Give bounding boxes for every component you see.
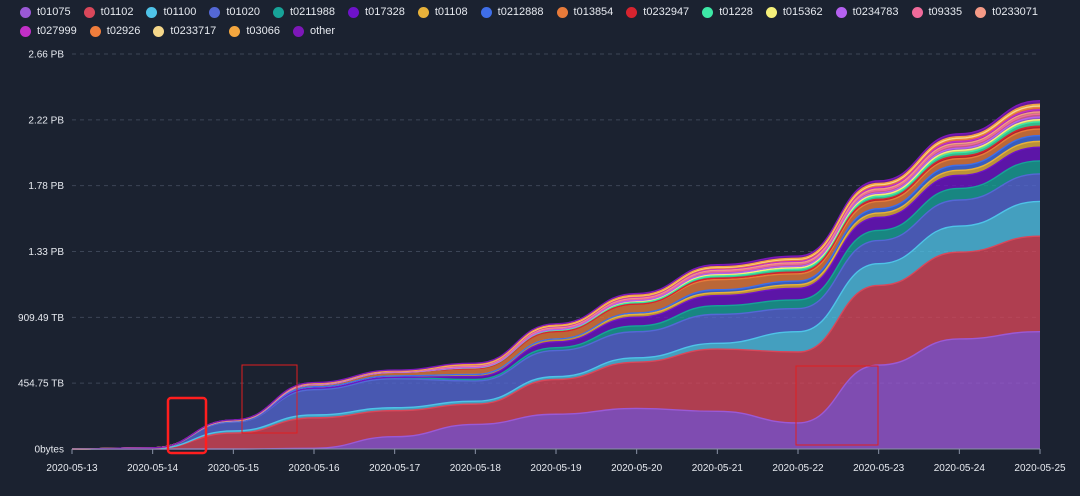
- area-series: [72, 100, 1040, 450]
- legend-label: t0211988: [289, 6, 336, 18]
- legend-item-t0233717[interactable]: t0233717: [153, 23, 216, 39]
- legend-label: t01075: [37, 6, 71, 18]
- legend-item-t0232947[interactable]: t0232947: [626, 4, 689, 20]
- legend-label: t09335: [928, 6, 963, 18]
- y-tick-label: 2.66 PB: [28, 50, 64, 61]
- y-tick-label: 909.49 TB: [18, 313, 64, 324]
- legend-dot-icon: [835, 6, 847, 18]
- chart-legend: t01075 t01102 t01100 t01020 t0211988 t017328 t…: [20, 4, 1070, 39]
- x-tick-label: 2020-05-19: [530, 463, 582, 474]
- legend-dot-icon: [975, 6, 987, 18]
- legend-item-t01075[interactable]: t01075: [20, 4, 71, 20]
- legend-item-t02926[interactable]: t02926: [89, 23, 141, 39]
- y-tick-label: 0bytes: [35, 445, 64, 456]
- legend-label: t02926: [106, 25, 141, 37]
- legend-item-t0211988[interactable]: t0211988: [272, 4, 336, 20]
- x-tick-label: 2020-05-16: [288, 463, 340, 474]
- x-tick-label: 2020-05-13: [46, 463, 98, 474]
- legend-label: t0233071: [992, 6, 1039, 18]
- legend-label: other: [309, 25, 336, 37]
- legend-label: t017328: [365, 6, 405, 18]
- legend-item-t01102[interactable]: t01102: [83, 4, 134, 20]
- line-t01100: [71, 200, 1041, 450]
- legend-dot-icon: [146, 6, 158, 18]
- legend-dot-icon: [626, 6, 638, 18]
- legend-dot-icon: [20, 25, 31, 37]
- legend-dot-icon: [556, 6, 568, 18]
- legend-dot-icon: [83, 6, 95, 18]
- x-tick-label: 2020-05-14: [127, 463, 179, 474]
- legend-dot-icon: [272, 6, 284, 18]
- legend-label: t0233717: [170, 25, 217, 37]
- legend-item-t013854[interactable]: t013854: [556, 4, 614, 20]
- area-t01075: [72, 331, 1040, 449]
- highlight-box-1: [166, 396, 208, 455]
- legend-dot-icon: [229, 25, 241, 37]
- line-t01020: [71, 173, 1041, 450]
- y-tick-label: 1.78 PB: [28, 181, 64, 192]
- legend-label: t027999: [37, 25, 77, 37]
- legend-dot-icon: [153, 25, 165, 37]
- x-tick-label: 2020-05-18: [450, 463, 502, 474]
- x-tick-label: 2020-05-15: [208, 463, 260, 474]
- legend-dot-icon: [348, 6, 360, 18]
- x-tick-label: 2020-05-25: [1014, 463, 1066, 474]
- axes: 0bytes 454.75 TB 909.49 TB 1.33 PB 1.78 PB 2.…: [18, 50, 1066, 475]
- legend-dot-icon: [89, 25, 101, 37]
- legend-item-other[interactable]: other: [292, 23, 336, 39]
- legend-dot-icon: [417, 6, 429, 18]
- x-tick-label: 2020-05-21: [692, 463, 744, 474]
- legend-item-t01108[interactable]: t01108: [417, 4, 468, 20]
- x-tick-label: 2020-05-24: [934, 463, 986, 474]
- legend-label: t01100: [163, 6, 197, 18]
- x-tick-label: 2020-05-22: [772, 463, 824, 474]
- legend-dot-icon: [702, 6, 714, 18]
- legend-item-t027999[interactable]: t027999: [20, 23, 77, 39]
- legend-item-t01100[interactable]: t01100: [146, 4, 196, 20]
- legend-dot-icon: [20, 6, 31, 18]
- legend-dot-icon: [292, 25, 304, 37]
- x-tick-label: 2020-05-23: [853, 463, 905, 474]
- legend-item-t015362[interactable]: t015362: [765, 4, 823, 20]
- legend-dot-icon: [209, 6, 221, 18]
- highlight-boxes: [166, 364, 879, 455]
- legend-item-t09335[interactable]: t09335: [911, 4, 963, 20]
- line-other: [71, 99, 1041, 450]
- y-tick-label: 2.22 PB: [28, 115, 64, 126]
- legend-dot-icon: [480, 6, 492, 18]
- legend-item-t017328[interactable]: t017328: [348, 4, 405, 20]
- legend-item-t03066[interactable]: t03066: [229, 23, 280, 39]
- legend-label: t01020: [226, 6, 260, 18]
- legend-dot-icon: [911, 6, 923, 18]
- highlight-box-3: [795, 365, 879, 446]
- legend-label: t01228: [719, 6, 753, 18]
- legend-label: t0232947: [643, 6, 690, 18]
- legend-label: t0212888: [497, 6, 544, 18]
- highlight-box-2: [241, 364, 298, 434]
- area-t01102: [72, 236, 1040, 449]
- legend-label: t01102: [100, 6, 134, 18]
- legend-item-t01228[interactable]: t01228: [702, 4, 753, 20]
- y-tick-label: 454.75 TB: [18, 379, 64, 390]
- y-tick-label: 1.33 PB: [28, 247, 64, 258]
- x-tick-label: 2020-05-17: [369, 463, 421, 474]
- line-t01102: [71, 235, 1041, 450]
- x-tick-label: 2020-05-20: [611, 463, 663, 474]
- legend-dot-icon: [765, 6, 777, 18]
- legend-label: t03066: [246, 25, 280, 37]
- legend-item-t0234783[interactable]: t0234783: [835, 4, 899, 20]
- line-t0212888: [71, 134, 1041, 450]
- legend-label: t0234783: [852, 6, 899, 18]
- legend-label: t015362: [782, 6, 823, 18]
- legend-item-t0212888[interactable]: t0212888: [480, 4, 544, 20]
- legend-label: t013854: [573, 6, 614, 18]
- legend-item-t01020[interactable]: t01020: [209, 4, 260, 20]
- legend-label: t01108: [434, 6, 468, 18]
- legend-item-t0233071[interactable]: t0233071: [975, 4, 1038, 20]
